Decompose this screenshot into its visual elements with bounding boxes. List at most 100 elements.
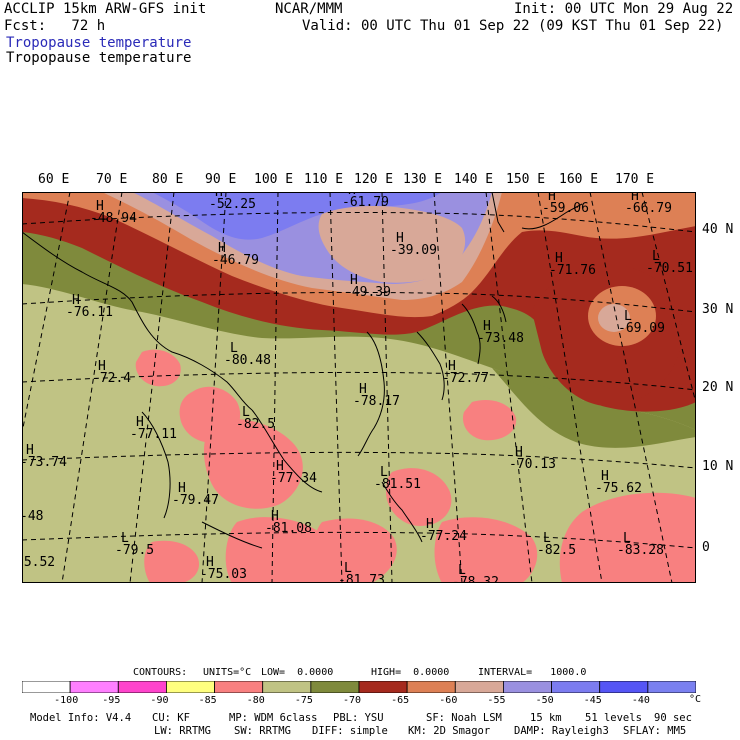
pbl-scheme: PBL: YSU: [333, 712, 384, 724]
high-center-marker: H: [271, 509, 279, 524]
lon-label: 150 E: [506, 172, 546, 187]
low-center-marker: L: [458, 563, 466, 578]
lw-radiation: LW: RRTMG: [154, 725, 211, 737]
damping: DAMP: Rayleigh3: [514, 725, 609, 737]
high-center-marker: H: [178, 481, 186, 496]
lon-label: 140 E: [454, 172, 494, 187]
center-value: -70.51: [646, 261, 693, 276]
lat-label: 20 N: [702, 380, 734, 395]
lat-label: 10 N: [702, 459, 734, 474]
lon-label: 60 E: [38, 172, 70, 187]
lon-label: 110 E: [304, 172, 344, 187]
model-info: Model Info: V4.4: [30, 712, 132, 724]
center-value: -77.11: [130, 427, 177, 442]
time-step: 90 sec: [654, 712, 692, 724]
center-value: -59.06: [542, 201, 589, 216]
center-value: -81.73: [338, 573, 385, 583]
center-value: -82.5: [537, 543, 576, 558]
center-value: -79.47: [172, 493, 219, 508]
lon-label: 90 E: [205, 172, 237, 187]
region-n75-70: [492, 368, 696, 448]
high-center-marker: H: [206, 555, 214, 570]
colorbar-tick-label: -80: [246, 695, 265, 706]
center-value: -61.79: [342, 195, 389, 210]
center-value: -48: [22, 509, 43, 524]
center-value: -81.08: [265, 521, 312, 536]
low-center-marker: L: [623, 531, 631, 546]
high-center-marker: H: [359, 382, 367, 397]
lon-label: 80 E: [152, 172, 184, 187]
colorbar-tick-label: -55: [487, 695, 506, 706]
low-center-marker: L: [230, 341, 238, 356]
center-value: -78.17: [353, 394, 400, 409]
forecast-hour: Fcst: 72 h: [4, 18, 106, 34]
colorbar-swatch: [214, 681, 264, 693]
high-center-marker: H: [98, 359, 106, 374]
high-center-marker: H: [396, 231, 404, 246]
center-value: -66.79: [625, 201, 672, 216]
low-center-marker: L: [652, 249, 660, 264]
colorbar-swatch: [117, 681, 167, 693]
lon-label: 130 E: [403, 172, 443, 187]
high-center-marker: H: [426, 517, 434, 532]
colorbar-tick-label: -90: [150, 695, 169, 706]
high-center-marker: H: [515, 445, 523, 460]
model-title: ACCLIP 15km ARW-GFS init: [4, 1, 207, 17]
microphysics-scheme: MP: WDM 6class: [229, 712, 318, 724]
contours-low: LOW= 0.0000: [261, 667, 334, 678]
center-value: -69.09: [618, 321, 665, 336]
high-center-marker: H: [96, 199, 104, 214]
region-n85-80: [225, 517, 337, 583]
high-center-marker: H: [631, 192, 639, 204]
region-n85-80: [559, 492, 696, 583]
center-value: -77.24: [420, 529, 467, 544]
colorbar-tick-label: -75: [294, 695, 313, 706]
colorbar: [22, 681, 696, 693]
low-center-marker: L: [543, 531, 551, 546]
diffusion: DIFF: simple: [312, 725, 388, 737]
center-value: -49.39: [344, 285, 391, 300]
tropopause-temperature-map: H-48.94H-52.25H-61.79H-39.09H-46.79H-49.…: [22, 192, 696, 583]
vertical-levels: 51 levels: [585, 712, 642, 724]
center-value: -80.48: [224, 353, 271, 368]
region-n50-45: [152, 192, 442, 240]
center-value: -75.03: [200, 567, 247, 582]
lon-label: 160 E: [559, 172, 599, 187]
colorbar-tick-label: -70: [343, 695, 362, 706]
low-center-marker: L: [380, 465, 388, 480]
colorbar-tick-label: -95: [102, 695, 121, 706]
center-value: -83.28: [617, 543, 664, 558]
low-center-marker: L: [344, 561, 352, 576]
colorbar-tick-label: -65: [391, 695, 410, 706]
init-time: Init: 00 UTC Mon 29 Aug 22: [514, 1, 734, 17]
colorbar-tick-label: -40: [631, 695, 650, 706]
region-n85-80: [144, 540, 200, 583]
lon-label: 70 E: [96, 172, 128, 187]
center-value: -73.74: [22, 455, 67, 470]
colorbar-swatch: [310, 681, 360, 693]
colorbar-swatch: [69, 681, 119, 693]
contours-interval: INTERVAL= 1000.0: [478, 667, 587, 678]
field-title-secondary: Tropopause temperature: [6, 50, 192, 66]
center-value: -46.79: [212, 253, 259, 268]
region-n85-80: [462, 399, 517, 441]
high-center-marker: H: [26, 443, 34, 458]
region-n85-80: [203, 418, 303, 509]
colorbar-unit: °C: [689, 694, 702, 705]
high-center-marker: H: [350, 273, 358, 288]
region-n60-55: [598, 304, 630, 332]
contours-label: CONTOURS:: [133, 667, 188, 678]
center-value: -39.09: [390, 243, 437, 258]
high-center-marker: H: [483, 319, 491, 334]
low-center-marker: L: [121, 531, 129, 546]
colorbar-swatch: [406, 681, 456, 693]
colorbar-swatch: [503, 681, 552, 693]
colorbar-tick-label: -60: [439, 695, 458, 706]
high-center-marker: H: [601, 469, 609, 484]
lat-label: 30 N: [702, 302, 734, 317]
colorbar-swatch: [262, 681, 312, 693]
region-n85-80: [434, 517, 538, 583]
region-n85-80: [386, 468, 452, 526]
center-value: -72.77: [442, 371, 489, 386]
colorbar-swatch: [166, 681, 215, 693]
